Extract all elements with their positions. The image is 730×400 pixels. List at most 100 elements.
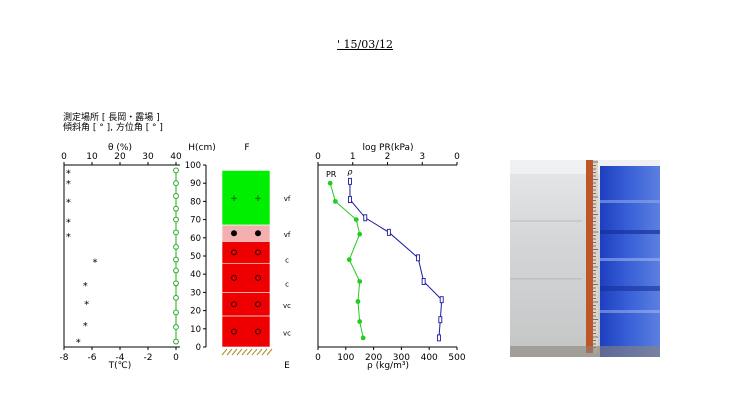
pr-point: [332, 199, 338, 204]
ground-label: E: [284, 361, 290, 371]
theta-tick-label: 0: [61, 152, 67, 162]
temperature-point: *: [83, 281, 88, 292]
slope-info-line: 傾斜角 [ ° ], 方位角 [ ° ]: [63, 123, 163, 133]
hatch-line: [226, 348, 233, 356]
pr-point: [357, 279, 363, 284]
snow-layer: [221, 292, 271, 317]
temperature-tick-group: -8 -6 -4 -2 0: [60, 347, 179, 363]
theta-tick-label: 30: [142, 152, 154, 162]
height-tick-label: 30: [190, 288, 201, 298]
theta-axis-title: θ (%): [108, 143, 132, 153]
theta-tick-group: 0 10 20 30 40: [61, 152, 182, 165]
density-point: [439, 296, 444, 304]
theta-series: [173, 167, 179, 345]
height-tick-label: 0: [196, 343, 201, 353]
grain-size-label: c: [285, 257, 289, 265]
snow-layer-column: H(cm) F 0 10 20 30 40 50 60 70 80 90 100 + + vf vf c c v…: [185, 143, 291, 371]
density-tick-label: 0: [315, 353, 321, 363]
hatch-line: [221, 348, 228, 356]
grain-symbol: [231, 301, 237, 308]
pr-point: [327, 180, 333, 186]
pr-line: [329, 183, 364, 339]
grain-size-label: vf: [284, 195, 291, 203]
theta-point: [173, 180, 179, 187]
pr-tick-label: 1: [350, 152, 356, 162]
hatch-line: [241, 348, 248, 356]
density-axis-title: ρ (kg/m³): [367, 361, 409, 371]
grain-size-label: c: [285, 280, 289, 288]
theta-point: [173, 309, 179, 316]
temperature-point: *: [93, 257, 98, 268]
site-info-line: 測定場所 [ 長岡・露場 ]: [63, 113, 160, 123]
temperature-tick-label: -2: [144, 353, 153, 363]
snow-layer: [221, 170, 271, 226]
density-point: [386, 228, 391, 236]
temperature-point: *: [66, 232, 71, 243]
hatch-line: [256, 348, 263, 356]
density-tick-label: 200: [365, 353, 382, 363]
theta-tick-label: 40: [170, 152, 182, 162]
theta-point: [173, 216, 179, 223]
temperature-tick-label: 0: [173, 353, 179, 363]
hardness-density-chart: log PR(kPa) ρ (kg/m³) 0 1 2 3 0 0 100 200 300 40…: [315, 143, 466, 371]
pr-tick-label: 3: [419, 152, 425, 162]
height-tick-label: 100: [185, 161, 201, 171]
hardness-column-title: F: [244, 143, 249, 153]
pr-point: [355, 299, 361, 304]
theta-point: [173, 267, 179, 274]
density-tick-label: 300: [393, 353, 410, 363]
grain-symbol: +: [254, 194, 262, 204]
pr-point: [357, 231, 363, 237]
grain-symbol: [255, 249, 261, 256]
grain-symbol: [231, 249, 237, 256]
density-point: [363, 214, 368, 222]
temperature-point: *: [83, 321, 88, 332]
hatch-line: [246, 348, 253, 356]
snow-layer: [221, 241, 271, 264]
layer-group: + + vf vf c c vc vc: [221, 170, 291, 348]
grain-symbol: [231, 230, 237, 237]
temperature-point: *: [84, 299, 89, 310]
density-point: [348, 177, 352, 185]
ruler-ticks: [593, 161, 598, 348]
theta-point: [173, 205, 179, 212]
density-series-label: ρ: [347, 167, 352, 176]
grain-symbol: [255, 230, 261, 237]
density-tick-label: 500: [448, 353, 465, 363]
hatch-line: [231, 348, 238, 356]
grain-symbol: [255, 274, 261, 281]
theta-point: [173, 294, 179, 301]
ground-hatch: [221, 348, 273, 356]
height-axis-title: H(cm): [188, 143, 216, 153]
grain-size-label: vc: [283, 302, 291, 310]
height-tick-label: 90: [190, 179, 201, 189]
height-tick-label: 60: [190, 234, 201, 244]
theta-point: [173, 244, 179, 250]
temperature-tick-label: -8: [60, 353, 69, 363]
hatch-line: [251, 348, 258, 356]
snow-layer: [221, 224, 271, 242]
chart-frame: [317, 164, 457, 348]
temperature-point: *: [66, 179, 71, 190]
theta-point: [173, 324, 179, 330]
grain-symbol: [231, 328, 237, 335]
pr-series-label: PR: [326, 170, 337, 179]
density-point: [416, 254, 421, 262]
grain-symbol: [255, 328, 261, 335]
temperature-tick-label: -6: [88, 353, 97, 363]
theta-point: [173, 338, 179, 345]
theta-tick-label: 20: [114, 152, 126, 162]
temperature-point: *: [76, 338, 81, 349]
snow-layer: [221, 315, 271, 348]
temperature-series: **********: [66, 168, 98, 348]
theta-point: [173, 167, 179, 174]
density-tick-label: 100: [337, 353, 354, 363]
pr-axis-title: log PR(kPa): [362, 143, 413, 153]
temperature-tick-label: -4: [116, 353, 125, 363]
height-tick-label: 80: [190, 197, 201, 207]
grain-size-label: vc: [283, 329, 291, 337]
temperature-water-chart: θ (%) T(℃) 0 10 20 30 40 -8 -6 -4 -2 0 *********…: [60, 143, 182, 371]
pr-point: [357, 319, 363, 324]
density-point: [438, 316, 443, 324]
